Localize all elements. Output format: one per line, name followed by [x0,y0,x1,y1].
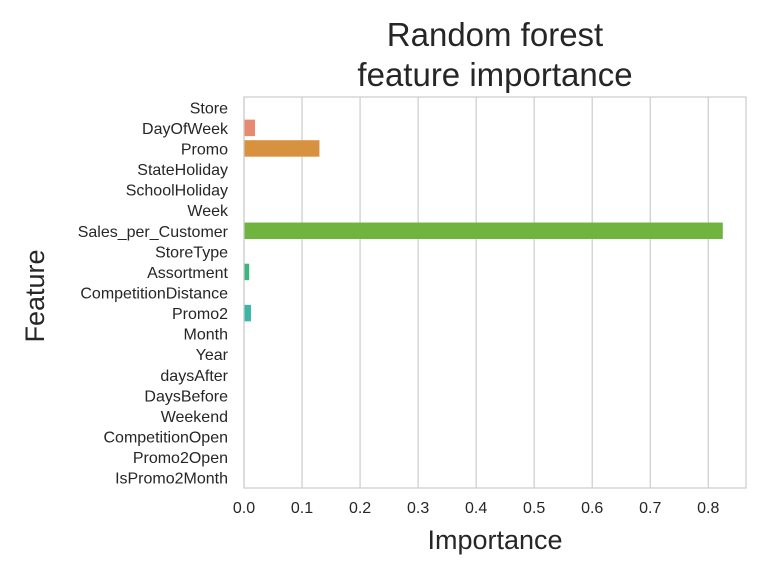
y-tick-label: CompetitionDistance [80,286,228,303]
x-tick-label: 0.7 [639,500,661,517]
bars [244,119,723,322]
chart-title-line-1: Random forest [387,16,603,53]
bar [244,263,250,281]
y-tick-label: SchoolHoliday [126,183,228,200]
y-tick-label: DayOfWeek [142,121,229,138]
x-tick-label: 0.4 [465,500,487,517]
y-tick-label: Promo2 [172,306,228,323]
bar [244,119,256,137]
y-tick-label: Weekend [161,409,228,426]
x-tick-label: 0.6 [581,500,603,517]
x-tick-label: 0.0 [233,500,255,517]
y-tick-label: Year [196,347,229,364]
y-tick-label: DaysBefore [144,388,228,405]
x-tick-labels: 0.0 0.1 0.2 0.3 0.4 0.5 0.6 0.7 0.8 [233,500,720,517]
y-tick-label: Store [190,100,228,117]
x-tick-label: 0.3 [407,500,429,517]
grid-lines [243,97,709,488]
y-tick-label: Month [184,327,228,344]
x-tick-label: 0.2 [349,500,371,517]
y-axis-label: Feature [20,249,50,342]
chart-title-line-2: feature importance [357,56,632,93]
plot-frame [243,96,747,489]
y-tick-label: IsPromo2Month [115,471,228,488]
y-tick-label: Sales_per_Customer [78,224,229,241]
y-tick-label: StoreType [155,244,228,261]
bar [244,140,320,157]
y-tick-label: Promo [181,141,228,158]
x-tick-label: 0.5 [523,500,545,517]
y-tick-labels: Store DayOfWeek Promo StateHoliday SchoolHol… [78,100,229,487]
y-tick-label: Promo2Open [133,450,228,467]
y-tick-label: Assortment [147,265,228,282]
x-tick-label: 0.1 [291,500,313,517]
bar [244,304,251,322]
bar [244,222,723,239]
y-tick-label: daysAfter [160,368,228,385]
y-tick-label: Week [187,203,229,220]
x-axis-label: Importance [427,525,562,555]
y-tick-label: CompetitionOpen [103,430,228,447]
x-tick-label: 0.8 [697,500,719,517]
y-tick-label: StateHoliday [137,162,228,179]
